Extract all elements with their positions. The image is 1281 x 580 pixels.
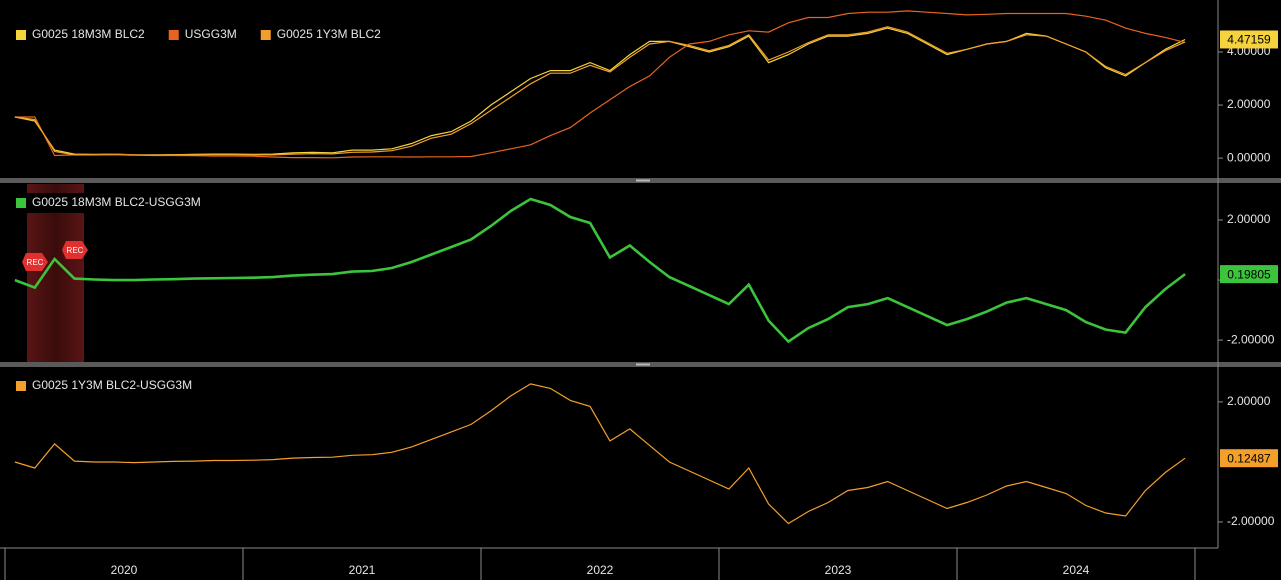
y-tick-label: 0.00000 bbox=[1227, 150, 1271, 164]
legend-item: G0025 18M3M BLC2 bbox=[10, 25, 151, 45]
value-label: 4.47159 bbox=[1227, 33, 1271, 47]
y-tick-label: 2.00000 bbox=[1227, 394, 1271, 408]
x-tick-label: 2021 bbox=[349, 563, 376, 577]
y-tick-label: 2.00000 bbox=[1227, 212, 1271, 226]
legend-label: USGG3M bbox=[185, 27, 237, 41]
legend-item: G0025 1Y3M BLC2-USGG3M bbox=[10, 376, 199, 396]
legend-bg bbox=[162, 25, 243, 45]
legend-item: USGG3M bbox=[162, 25, 243, 45]
legend-label: G0025 1Y3M BLC2 bbox=[277, 27, 381, 41]
value-label: 0.19805 bbox=[1227, 267, 1271, 281]
x-tick-label: 2023 bbox=[825, 563, 852, 577]
rec-marker bbox=[62, 241, 88, 259]
legend-swatch bbox=[16, 198, 26, 208]
value-box bbox=[1220, 30, 1278, 49]
series-line bbox=[14, 27, 1186, 156]
legend-swatch bbox=[16, 30, 26, 40]
rec-marker bbox=[22, 253, 48, 271]
value-box bbox=[1220, 265, 1278, 284]
legend-label: G0025 18M3M BLC2-USGG3M bbox=[32, 195, 201, 209]
recession-shading bbox=[27, 184, 84, 362]
series-line bbox=[14, 10, 1186, 159]
legend-bg bbox=[10, 25, 151, 45]
series-line bbox=[14, 26, 1186, 156]
legend-item: G0025 18M3M BLC2-USGG3M bbox=[10, 193, 207, 213]
x-tick-label: 2024 bbox=[1063, 563, 1090, 577]
series-line bbox=[14, 197, 1186, 344]
separator-handle bbox=[636, 363, 650, 366]
x-tick-label: 2022 bbox=[587, 563, 614, 577]
rec-label: REC bbox=[67, 246, 84, 255]
legend-swatch bbox=[260, 30, 271, 40]
separator-handle bbox=[636, 179, 650, 182]
legend-bg bbox=[254, 25, 387, 45]
legend-bg bbox=[10, 376, 199, 396]
legend-bg bbox=[10, 193, 207, 213]
legend-swatch bbox=[16, 381, 26, 391]
value-box bbox=[1220, 449, 1278, 468]
legend-swatch bbox=[168, 30, 179, 40]
y-tick-label: -2.00000 bbox=[1227, 514, 1275, 528]
x-tick-label: 2020 bbox=[111, 563, 138, 577]
series-line bbox=[14, 383, 1186, 525]
legend-label: G0025 1Y3M BLC2-USGG3M bbox=[32, 378, 192, 392]
rec-label: REC bbox=[27, 258, 44, 267]
legend-item: G0025 1Y3M BLC2 bbox=[254, 25, 387, 45]
y-tick-label: -2.00000 bbox=[1227, 332, 1275, 346]
y-tick-label: 2.00000 bbox=[1227, 97, 1271, 111]
value-label: 0.12487 bbox=[1227, 451, 1271, 465]
legend-label: G0025 18M3M BLC2 bbox=[32, 27, 145, 41]
